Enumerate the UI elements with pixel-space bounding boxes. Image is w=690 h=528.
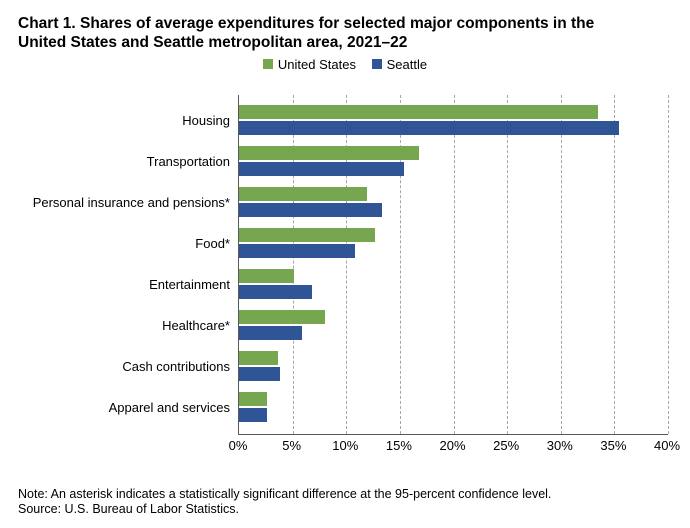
bar-seattle (239, 203, 382, 217)
x-tick-label: 25% (483, 438, 529, 453)
x-tick-label: 15% (376, 438, 422, 453)
gridline (668, 95, 669, 434)
x-tick-label: 10% (322, 438, 368, 453)
bar-us (239, 105, 598, 119)
note-line: Note: An asterisk indicates a statistica… (18, 487, 551, 503)
x-tick-label: 5% (269, 438, 315, 453)
legend: United States Seattle (18, 57, 672, 73)
bar-us (239, 228, 375, 242)
bar-seattle (239, 408, 267, 422)
category-label: Entertainment (16, 264, 236, 305)
bar-us (239, 146, 419, 160)
legend-item-us: United States (263, 57, 356, 72)
category-label: Personal insurance and pensions* (16, 182, 236, 223)
x-tick-label: 40% (644, 438, 690, 453)
chart-title-line1: Chart 1. Shares of average expenditures … (18, 15, 594, 32)
chart-title: Chart 1. Shares of average expenditures … (18, 14, 672, 53)
bar-seattle (239, 326, 302, 340)
legend-label-seattle: Seattle (387, 57, 427, 72)
bar-seattle (239, 285, 312, 299)
category-label: Transportation (16, 141, 236, 182)
gridline (561, 95, 562, 434)
gridline (614, 95, 615, 434)
bar-us (239, 269, 294, 283)
source-line: Source: U.S. Bureau of Labor Statistics. (18, 502, 551, 518)
bar-us (239, 310, 325, 324)
legend-swatch-seattle (372, 59, 382, 69)
x-tick-label: 35% (590, 438, 636, 453)
bar-seattle (239, 367, 280, 381)
bar-seattle (239, 162, 404, 176)
category-label: Housing (16, 100, 236, 141)
x-tick-label: 20% (430, 438, 476, 453)
category-label: Apparel and services (16, 387, 236, 428)
bar-seattle (239, 121, 619, 135)
legend-item-seattle: Seattle (372, 57, 427, 72)
legend-swatch-us (263, 59, 273, 69)
chart-area: United States Seattle 0% 5% 10% 15% 20% 25% 30… (18, 57, 672, 477)
category-label: Food* (16, 223, 236, 264)
bar-us (239, 351, 278, 365)
gridline (454, 95, 455, 434)
chart-title-line2: United States and Seattle metropolitan a… (18, 34, 407, 51)
gridline (507, 95, 508, 434)
x-tick-label: 30% (537, 438, 583, 453)
category-label: Healthcare* (16, 305, 236, 346)
bar-us (239, 187, 367, 201)
bar-us (239, 392, 267, 406)
x-tick-label: 0% (215, 438, 261, 453)
legend-label-us: United States (278, 57, 356, 72)
footnotes: Note: An asterisk indicates a statistica… (18, 487, 551, 518)
bar-seattle (239, 244, 355, 258)
plot-region (238, 95, 668, 435)
category-label: Cash contributions (16, 346, 236, 387)
